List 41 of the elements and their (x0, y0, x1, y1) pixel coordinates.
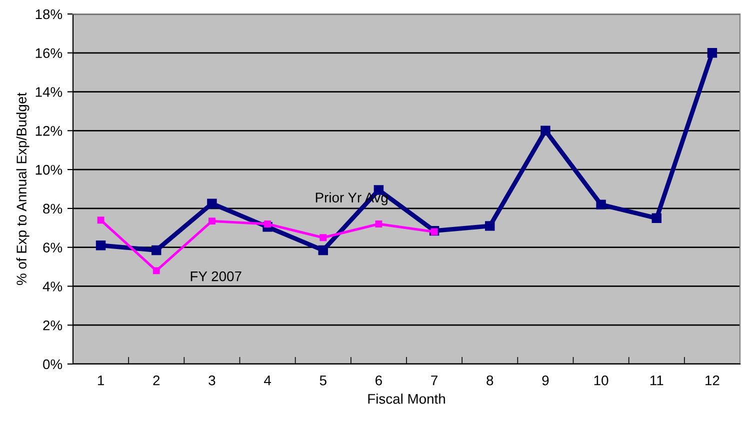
y-axis-title: % of Exp to Annual Exp/Budget (16, 92, 30, 286)
y-tick-label: 16% (36, 48, 62, 58)
x-tick-label: 7 (431, 376, 438, 386)
x-tick-label: 10 (594, 375, 608, 386)
point (318, 245, 328, 256)
y-tick-label: 14% (36, 87, 62, 97)
x-tick-label: 12 (706, 375, 720, 386)
point (152, 245, 162, 256)
point (96, 240, 106, 250)
point (652, 213, 662, 224)
point (320, 234, 327, 242)
point (375, 220, 382, 228)
x-tick-label: 8 (486, 375, 494, 386)
y-tick-label: 18% (36, 9, 62, 20)
y-tick-label: 6% (43, 242, 62, 253)
y-tick-label: 0% (43, 359, 62, 370)
point (208, 218, 216, 225)
x-tick-label: 1 (98, 376, 104, 386)
y-tick-label: 10% (36, 164, 62, 175)
x-tick-label: 6 (376, 375, 382, 386)
y-tick-label: 8% (43, 204, 62, 214)
x-tick-label: 2 (153, 375, 160, 386)
series-label: FY 2007 (190, 271, 242, 282)
point (596, 200, 606, 210)
point (97, 216, 104, 224)
point (207, 198, 217, 208)
point (152, 267, 160, 274)
x-tick-label: 3 (208, 375, 216, 386)
point (430, 228, 438, 236)
y-tick-label: 2% (43, 320, 62, 330)
point (264, 220, 272, 228)
x-tick-label: 5 (320, 376, 326, 386)
point (540, 126, 550, 136)
x-axis-title: Fiscal Month (368, 394, 445, 404)
x-tick-label: 4 (264, 376, 271, 386)
point (485, 221, 495, 231)
x-tick-label: 9 (542, 375, 549, 386)
x-tick-label: 11 (650, 376, 664, 386)
y-tick-label: 4% (42, 282, 62, 292)
y-tick-label: 12% (36, 126, 62, 136)
point (707, 48, 718, 58)
